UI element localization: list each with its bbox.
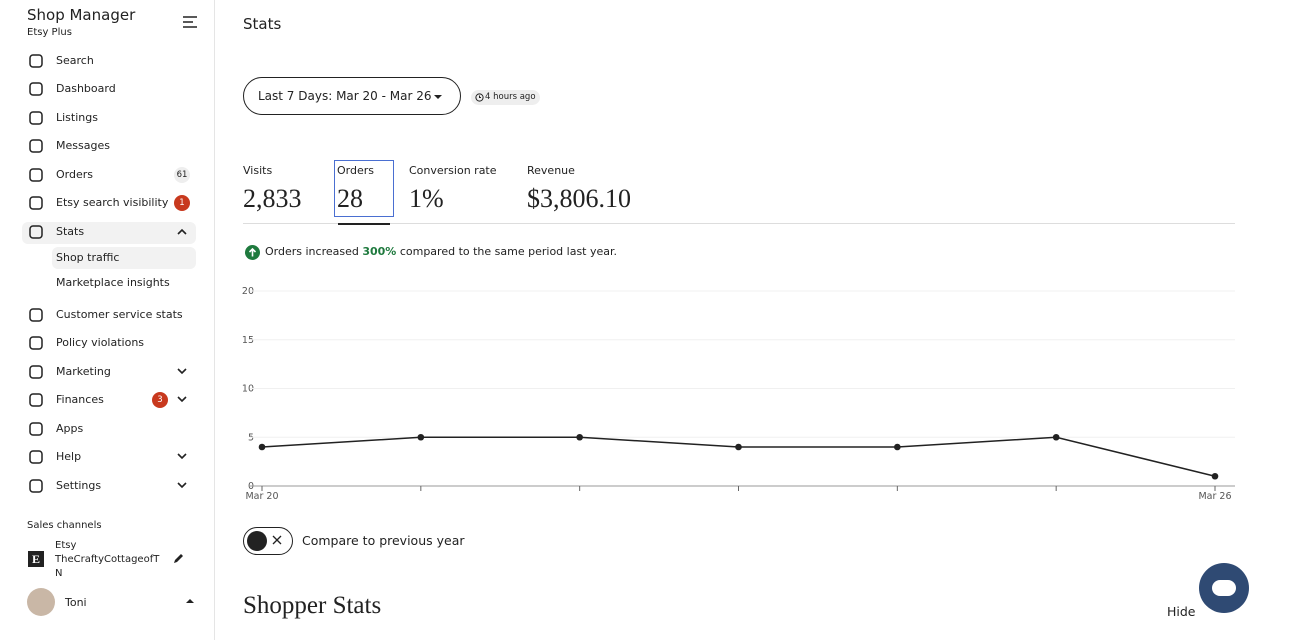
toggle-x (272, 535, 282, 545)
nav-icon (29, 308, 43, 322)
chevron[interactable] (177, 482, 187, 489)
notice-text: compared to the same period last year. (399, 245, 618, 258)
nav-item[interactable]: Finances (56, 393, 104, 406)
nav-icon (29, 82, 43, 96)
nav-item[interactable]: Apps (56, 422, 84, 435)
nav-item[interactable]: Listings (56, 111, 98, 124)
sub-item[interactable]: Shop traffic (56, 251, 120, 264)
user-name[interactable]: Toni (65, 596, 87, 609)
nav-icon (29, 111, 43, 125)
toggle-label: Compare to previous year (302, 533, 465, 548)
notice-highlight: 300% (362, 245, 397, 258)
metric-value: 2,833 (243, 184, 302, 213)
badge: 3 (152, 392, 168, 408)
updated-badge: 4 hours ago (471, 90, 540, 105)
nav-icon (29, 139, 43, 153)
metric-label[interactable]: Visits (243, 164, 273, 177)
chevron[interactable] (177, 396, 187, 403)
nav-item[interactable]: Policy violations (56, 336, 145, 349)
chevron[interactable] (177, 228, 187, 235)
nav-item[interactable]: Etsy search visibility (56, 196, 169, 209)
nav-icon (29, 196, 43, 210)
data-point (576, 433, 583, 441)
nav-icon (29, 365, 43, 379)
nav-item[interactable]: Help (56, 450, 82, 463)
toggle-knob (247, 531, 267, 551)
metric-value: $3,806.10 (527, 184, 631, 213)
avatar (27, 588, 55, 616)
sidebar (0, 0, 215, 640)
divider (243, 223, 1235, 224)
etsy-logo: E (28, 551, 44, 567)
nav-icon (29, 168, 43, 182)
data-point (1211, 472, 1219, 480)
nav-item[interactable]: Marketing (56, 365, 111, 378)
nav-icon (29, 450, 43, 464)
menu-icon[interactable] (182, 15, 198, 29)
up-icon (245, 245, 260, 260)
nav-icon (29, 225, 43, 239)
hide-button[interactable]: Hide (1167, 604, 1196, 619)
toggle[interactable] (243, 527, 293, 555)
nav-icon (29, 54, 43, 68)
sidebar-subtitle: Etsy Plus (27, 27, 72, 38)
badge: 1 (174, 195, 190, 211)
nav-item[interactable]: Messages (56, 139, 110, 152)
updated: 4 hours ago (485, 92, 536, 102)
notice-text: Orders increased (265, 245, 359, 258)
metric-value: 28 (337, 184, 363, 213)
date-button[interactable] (243, 77, 461, 115)
caret (186, 599, 194, 603)
nav-icon (29, 336, 43, 350)
x-tick-label: Mar 26 (1198, 491, 1231, 502)
nav-item[interactable]: Stats (56, 225, 85, 238)
chevron[interactable] (177, 453, 187, 460)
y-tick-label: 10 (242, 384, 254, 395)
metric-label[interactable]: Orders (337, 164, 374, 177)
nav-icon (29, 479, 43, 493)
chat-icon (1212, 580, 1236, 596)
sales-channels: Sales channels (27, 520, 102, 531)
sidebar-title: Shop Manager (27, 6, 136, 24)
data-point (258, 443, 266, 451)
y-tick-label: 20 (242, 286, 254, 297)
metric-label[interactable]: Conversion rate (409, 164, 497, 177)
page-title: Stats (243, 15, 282, 33)
metric-value: 1% (409, 184, 444, 213)
clock-icon (475, 93, 484, 102)
nav-highlight (22, 222, 196, 244)
date-range: Last 7 Days: Mar 20 - Mar 26 (258, 89, 432, 103)
tab-underline (338, 223, 390, 225)
data-point (894, 443, 901, 451)
nav-icon (29, 422, 43, 436)
nav-item[interactable]: Dashboard (56, 82, 116, 95)
chevron[interactable] (177, 368, 187, 375)
nav-item[interactable]: Search (56, 54, 94, 67)
nav-item[interactable]: Settings (56, 479, 102, 492)
badge: 61 (174, 167, 190, 183)
section-title: Shopper Stats (243, 592, 382, 619)
metric-focus (334, 160, 394, 217)
sub-highlight (52, 247, 196, 269)
edit-icon[interactable] (172, 553, 184, 565)
data-point (735, 443, 742, 451)
channel-platform: Etsy (55, 540, 77, 551)
y-tick-label: 15 (242, 335, 254, 346)
metric-label[interactable]: Revenue (527, 164, 575, 177)
nav-icon (29, 393, 43, 407)
notice: Orders increased 300% compared to the sa… (265, 245, 617, 258)
x-tick-label: Mar 20 (245, 491, 278, 502)
nav-item[interactable]: Customer service stats (56, 308, 183, 321)
nav-item[interactable]: Orders (56, 168, 93, 181)
data-line (261, 436, 1216, 477)
sub-item[interactable]: Marketplace insights (56, 276, 170, 289)
caret (434, 95, 442, 99)
channel-shop[interactable]: TheCraftyCottageofTN (55, 554, 160, 579)
data-point (1052, 433, 1060, 441)
data-point (417, 433, 425, 441)
